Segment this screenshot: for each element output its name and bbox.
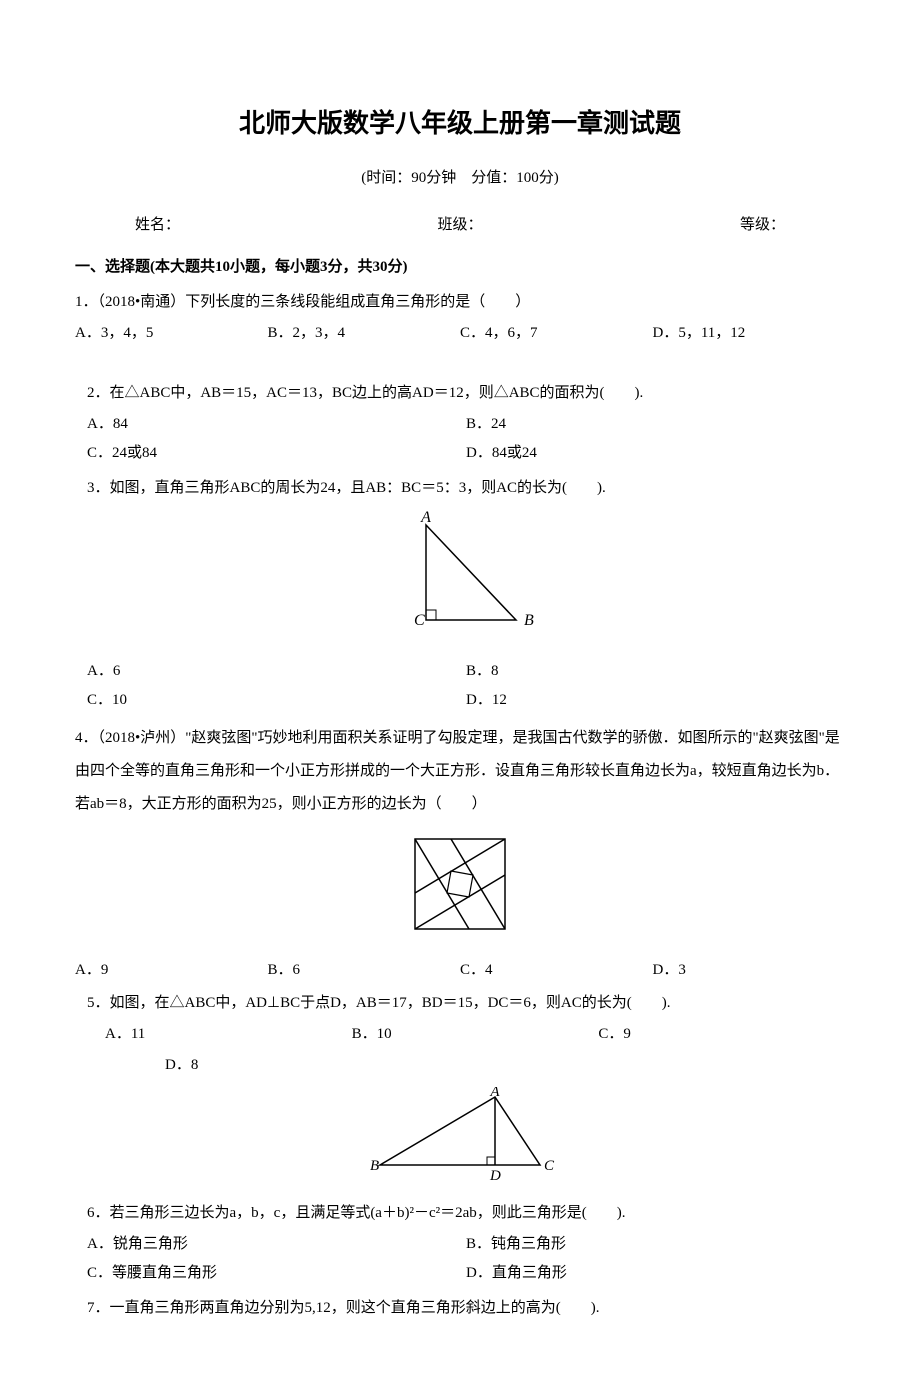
svg-text:C: C — [544, 1158, 555, 1174]
svg-text:B: B — [370, 1158, 379, 1174]
q2-opt-c: C．24或84 — [87, 440, 466, 467]
q6-opt-b: B．钝角三角形 — [466, 1231, 845, 1258]
q1-opt-a: A．3，4，5 — [75, 320, 268, 347]
q4-opt-b: B．6 — [268, 957, 461, 984]
q3-opt-c: C．10 — [87, 687, 466, 714]
page-title: 北师大版数学八年级上册第一章测试题 — [75, 100, 845, 147]
question-3: 3．如图，直角三角形ABC的周长为24，且AB：BC＝5：3，则AC的长为( )… — [75, 475, 845, 716]
svg-text:A: A — [420, 510, 431, 526]
q3-opt-a: A．6 — [87, 658, 466, 685]
q6-opt-d: D．直角三角形 — [466, 1260, 845, 1287]
question-7: 7．一直角三角形两直角边分别为5,12，则这个直角三角形斜边上的高为( ). — [75, 1295, 845, 1322]
svg-text:C: C — [414, 612, 425, 629]
q1-opt-c: C．4，6，7 — [460, 320, 653, 347]
zhaoshuang-diagram-icon — [405, 829, 515, 939]
grade-label: 等级： — [740, 212, 785, 239]
q2-text: 2．在△ABC中，AB＝15，AC＝13，BC边上的高AD＝12，则△ABC的面… — [87, 380, 845, 407]
q3-opt-d: D．12 — [466, 687, 845, 714]
q6-text: 6．若三角形三边长为a，b，c，且满足等式(a＋b)²－c²＝2ab，则此三角形… — [87, 1200, 845, 1227]
q5-text: 5．如图，在△ABC中，AD⊥BC于点D，AB＝17，BD＝15，DC＝6，则A… — [75, 990, 845, 1017]
q4-opt-d: D．3 — [653, 957, 846, 984]
name-label: 姓名： — [135, 212, 180, 239]
q5-opt-a: A．11 — [105, 1021, 352, 1048]
section-1-header: 一、选择题(本大题共10小题，每小题3分，共30分) — [75, 254, 845, 281]
q7-text: 7．一直角三角形两直角边分别为5,12，则这个直角三角形斜边上的高为( ). — [87, 1295, 845, 1322]
q2-opt-a: A．84 — [87, 411, 466, 438]
q5-opt-b: B．10 — [352, 1021, 599, 1048]
info-row: 姓名： 班级： 等级： — [75, 212, 845, 239]
triangle-abc-icon: A B C — [396, 510, 536, 640]
q3-text: 3．如图，直角三角形ABC的周长为24，且AB：BC＝5：3，则AC的长为( )… — [87, 475, 845, 502]
q2-opt-d: D．84或24 — [466, 440, 845, 467]
q4-text: 4．（2018•泸州）"赵爽弦图"巧妙地利用面积关系证明了勾股定理，是我国古代数… — [75, 722, 845, 821]
q5-figure: A B C D — [75, 1087, 845, 1192]
question-2: 2．在△ABC中，AB＝15，AC＝13，BC边上的高AD＝12，则△ABC的面… — [75, 380, 845, 469]
svg-text:D: D — [489, 1168, 501, 1182]
q5-opt-d: D．8 — [165, 1057, 198, 1073]
svg-text:B: B — [524, 612, 534, 629]
page-subtitle: (时间：90分钟 分值：100分) — [75, 165, 845, 192]
triangle-abcd-icon: A B C D — [360, 1087, 560, 1182]
q6-opt-c: C．等腰直角三角形 — [87, 1260, 466, 1287]
question-1: 1．（2018•南通）下列长度的三条线段能组成直角三角形的是（ ） A．3，4，… — [75, 289, 845, 347]
question-4: 4．（2018•泸州）"赵爽弦图"巧妙地利用面积关系证明了勾股定理，是我国古代数… — [75, 722, 845, 984]
q1-text: 1．（2018•南通）下列长度的三条线段能组成直角三角形的是（ ） — [75, 289, 845, 316]
q6-opt-a: A．锐角三角形 — [87, 1231, 466, 1258]
q4-figure — [75, 829, 845, 949]
q4-opt-a: A．9 — [75, 957, 268, 984]
class-label: 班级： — [437, 212, 482, 239]
q3-figure: A B C — [87, 510, 845, 650]
q2-opt-b: B．24 — [466, 411, 845, 438]
question-5: 5．如图，在△ABC中，AD⊥BC于点D，AB＝17，BD＝15，DC＝6，则A… — [75, 990, 845, 1192]
q5-opt-c: C．9 — [598, 1021, 845, 1048]
q3-opt-b: B．8 — [466, 658, 845, 685]
q1-opt-b: B．2，3，4 — [268, 320, 461, 347]
q1-opt-d: D．5，11，12 — [653, 320, 846, 347]
q4-opt-c: C．4 — [460, 957, 653, 984]
svg-text:A: A — [489, 1087, 500, 1100]
question-6: 6．若三角形三边长为a，b，c，且满足等式(a＋b)²－c²＝2ab，则此三角形… — [75, 1200, 845, 1289]
